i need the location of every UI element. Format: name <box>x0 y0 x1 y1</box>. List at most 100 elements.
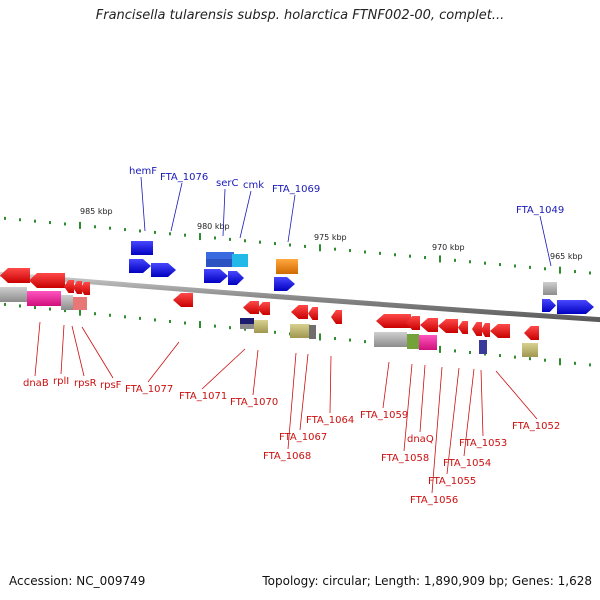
gene-label-FTA-1070[interactable]: FTA_1070 <box>230 397 278 408</box>
gene-label-FTA-1059[interactable]: FTA_1059 <box>360 410 408 421</box>
tick-upper-19 <box>289 243 291 247</box>
tick-upper-34 <box>514 264 516 268</box>
gene-label-FTA-1071[interactable]: FTA_1071 <box>179 391 227 402</box>
gene-FTA-1064 <box>331 310 342 324</box>
kbp-label-975: 975 kbp <box>314 233 347 242</box>
gene-FTA-1069 <box>276 259 298 274</box>
leader-FTA-1071 <box>201 348 246 390</box>
tick-upper-21 <box>319 244 321 252</box>
tick-lower-34 <box>514 355 516 359</box>
tick-lower-7 <box>109 313 111 317</box>
gene-FTA-1055 <box>481 323 490 337</box>
gene-label-dnaQ[interactable]: dnaQ <box>407 434 434 445</box>
gene-label-FTA-1058[interactable]: FTA_1058 <box>381 453 429 464</box>
gene-label-FTA-1052[interactable]: FTA_1052 <box>512 421 560 432</box>
gene-rev-10 <box>376 314 411 328</box>
gene-label-serC[interactable]: serC <box>216 178 238 189</box>
tick-upper-17 <box>259 240 261 244</box>
tick-upper-25 <box>379 251 381 255</box>
tick-upper-12 <box>184 233 186 237</box>
gene-rev-6 <box>243 301 259 314</box>
gene-rpsF <box>73 297 87 310</box>
gene-label-rpsR[interactable]: rpsR <box>74 378 97 389</box>
tick-upper-32 <box>484 261 486 265</box>
gene-FTA-1070 <box>254 320 268 333</box>
topology-text: Topology: circular; Length: 1,890,909 bp… <box>262 574 592 588</box>
gene-label-FTA-1054[interactable]: FTA_1054 <box>443 458 491 469</box>
gene-label-dnaB[interactable]: dnaB <box>23 378 49 389</box>
leader-FTA-1053 <box>480 369 484 437</box>
gene-rplI <box>27 291 61 306</box>
tick-lower-9 <box>139 316 141 320</box>
kbp-label-985: 985 kbp <box>80 207 113 216</box>
kbp-label-970: 970 kbp <box>432 243 465 252</box>
tick-upper-38 <box>574 270 576 274</box>
gene-label-rpsF[interactable]: rpsF <box>100 380 122 391</box>
gene-rev-4 <box>73 281 82 294</box>
tick-lower-15 <box>229 326 231 330</box>
tick-lower-12 <box>184 321 186 325</box>
tick-upper-35 <box>529 265 531 269</box>
tick-upper-18 <box>274 242 276 246</box>
leader-FTA-1064 <box>329 355 332 414</box>
tick-upper-30 <box>454 258 456 262</box>
gene-label-FTA-1069[interactable]: FTA_1069 <box>272 184 320 195</box>
leader-FTA-1077 <box>147 341 180 383</box>
tick-lower-33 <box>499 354 501 358</box>
tick-lower-23 <box>349 338 351 342</box>
tick-upper-1 <box>19 218 21 222</box>
gene-FTA-1056 <box>472 322 482 336</box>
leader-FTA-1070 <box>252 349 259 396</box>
gene-label-FTA-1049[interactable]: FTA_1049 <box>516 205 564 216</box>
gene-label-rplI[interactable]: rplI <box>53 376 69 387</box>
tick-lower-24 <box>364 340 366 344</box>
leader-FTA-1059 <box>382 361 390 409</box>
gene-cmk <box>232 254 248 267</box>
tick-upper-29 <box>439 255 441 263</box>
leader-hemF <box>140 176 146 232</box>
tick-lower-38 <box>574 361 576 365</box>
leader-FTA-1067 <box>299 353 309 431</box>
tick-upper-27 <box>409 254 411 258</box>
leader-cmk <box>239 190 252 239</box>
leader-FTA-1052 <box>495 370 538 420</box>
tick-upper-36 <box>544 267 546 271</box>
gene-label-FTA-1056[interactable]: FTA_1056 <box>410 495 458 506</box>
kbp-label-965: 965 kbp <box>550 252 583 261</box>
leader-FTA-1068 <box>287 352 297 450</box>
gene-label-FTA-1076[interactable]: FTA_1076 <box>160 172 208 183</box>
tick-upper-26 <box>394 253 396 257</box>
leader-serC <box>222 188 226 237</box>
gene-serC-lower <box>206 259 234 267</box>
gene-rev-14 <box>458 321 468 334</box>
gene-dnaB <box>0 287 27 302</box>
gene-FTA-1049 <box>543 282 557 295</box>
tick-upper-14 <box>214 236 216 240</box>
gene-label-FTA-1067[interactable]: FTA_1067 <box>279 432 327 443</box>
tick-upper-33 <box>499 263 501 267</box>
tick-upper-39 <box>589 271 591 275</box>
gene-label-FTA-1077[interactable]: FTA_1077 <box>125 384 173 395</box>
tick-lower-16 <box>244 327 246 331</box>
gene-label-FTA-1053[interactable]: FTA_1053 <box>459 438 507 449</box>
gene-label-FTA-1068[interactable]: FTA_1068 <box>263 451 311 462</box>
gene-FTA-1071-upper <box>240 318 254 326</box>
tick-upper-11 <box>169 232 171 236</box>
gene-label-cmk[interactable]: cmk <box>243 180 264 191</box>
tick-upper-8 <box>124 228 126 232</box>
gene-label-FTA-1055[interactable]: FTA_1055 <box>428 476 476 487</box>
gene-fwd-6 <box>557 300 594 314</box>
tick-lower-22 <box>334 337 336 341</box>
tick-lower-18 <box>274 330 276 334</box>
tick-lower-6 <box>94 312 96 316</box>
tick-lower-10 <box>154 318 156 322</box>
gene-FTA-1053 <box>490 324 510 338</box>
tick-lower-2 <box>34 306 36 310</box>
gene-label-FTA-1064[interactable]: FTA_1064 <box>306 415 354 426</box>
tick-upper-37 <box>559 266 561 274</box>
gene-serC-upper <box>206 252 234 259</box>
gene-label-hemF[interactable]: hemF <box>129 166 157 177</box>
gene-rev-5 <box>80 282 90 295</box>
gene-fwd-4 <box>274 277 295 291</box>
tick-lower-14 <box>214 324 216 328</box>
